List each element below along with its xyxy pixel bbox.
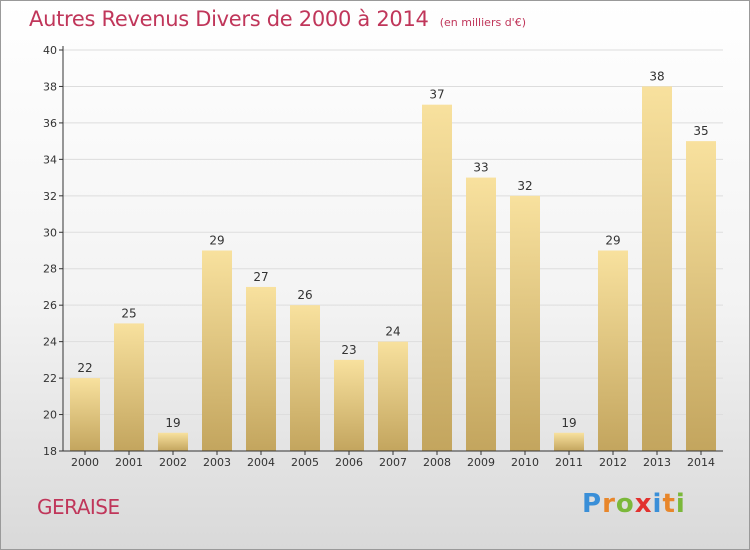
y-tick-label: 20 bbox=[43, 409, 57, 422]
bar bbox=[642, 86, 672, 452]
y-tick-label: 38 bbox=[43, 80, 57, 93]
bar bbox=[334, 359, 364, 451]
data-label: 25 bbox=[121, 306, 136, 320]
y-tick-label: 30 bbox=[43, 226, 57, 239]
y-tick-label: 18 bbox=[43, 445, 57, 458]
logo-letter: i bbox=[652, 489, 663, 519]
x-tick-label: 2009 bbox=[467, 456, 495, 469]
logo-letter: P bbox=[582, 489, 603, 519]
data-label: 35 bbox=[693, 124, 708, 138]
bar bbox=[246, 286, 276, 451]
x-tick-label: 2010 bbox=[511, 456, 539, 469]
y-tick-label: 36 bbox=[43, 117, 57, 130]
y-tick-label: 32 bbox=[43, 190, 57, 203]
x-tick-label: 2004 bbox=[247, 456, 275, 469]
axes bbox=[59, 46, 723, 455]
bar bbox=[70, 378, 100, 451]
data-label: 26 bbox=[297, 288, 312, 302]
y-tick-labels: 18 20 22 24 26 28 30 32 34 36 38 40 bbox=[43, 44, 57, 458]
data-label: 23 bbox=[341, 343, 356, 357]
data-label: 38 bbox=[649, 69, 664, 83]
y-tick-label: 34 bbox=[43, 153, 57, 166]
logo-letter: o bbox=[615, 489, 635, 519]
place-name: GERAISE bbox=[37, 495, 120, 519]
data-label: 19 bbox=[165, 416, 180, 430]
chart-title: Autres Revenus Divers de 2000 à 2014 (en… bbox=[29, 7, 526, 31]
data-label: 29 bbox=[209, 234, 224, 248]
bar bbox=[510, 195, 540, 451]
x-tick-label: 2005 bbox=[291, 456, 319, 469]
bar bbox=[158, 432, 188, 451]
x-tick-label: 2001 bbox=[115, 456, 143, 469]
bar bbox=[466, 177, 496, 451]
data-label: 29 bbox=[605, 234, 620, 248]
title-text: Autres Revenus Divers de 2000 à 2014 bbox=[29, 7, 429, 31]
x-tick-labels: 2000 2001 2002 2003 2004 2005 2006 2007 2008 2009… bbox=[71, 456, 715, 469]
logo-letter: i bbox=[675, 489, 686, 519]
x-tick-label: 2013 bbox=[643, 456, 671, 469]
bar bbox=[114, 323, 144, 451]
logo-letter: x bbox=[634, 489, 653, 519]
data-label: 22 bbox=[77, 361, 92, 375]
x-tick-label: 2006 bbox=[335, 456, 363, 469]
data-label: 19 bbox=[561, 416, 576, 430]
x-tick-label: 2003 bbox=[203, 456, 231, 469]
data-label: 27 bbox=[253, 270, 268, 284]
x-tick-label: 2002 bbox=[159, 456, 187, 469]
y-tick-label: 26 bbox=[43, 299, 57, 312]
bar bbox=[598, 250, 628, 451]
logo-letter: r bbox=[602, 489, 616, 519]
y-tick-label: 40 bbox=[43, 44, 57, 57]
y-tick-label: 22 bbox=[43, 372, 57, 385]
y-tick-label: 24 bbox=[43, 336, 57, 349]
data-label: 32 bbox=[517, 179, 532, 193]
bar bbox=[686, 141, 716, 452]
bar bbox=[378, 341, 408, 451]
x-tick-label: 2011 bbox=[555, 456, 583, 469]
bar bbox=[422, 104, 452, 451]
data-label: 37 bbox=[429, 88, 444, 102]
bar bbox=[202, 250, 232, 451]
bar bbox=[554, 432, 584, 451]
x-tick-label: 2008 bbox=[423, 456, 451, 469]
x-tick-label: 2014 bbox=[687, 456, 715, 469]
proxiti-logo: Proxiti bbox=[582, 489, 686, 519]
bars bbox=[70, 86, 716, 452]
data-label: 24 bbox=[385, 325, 400, 339]
x-tick-label: 2007 bbox=[379, 456, 407, 469]
subtitle-text: (en milliers d'€) bbox=[439, 16, 526, 29]
y-tick-label: 28 bbox=[43, 263, 57, 276]
data-label: 33 bbox=[473, 161, 488, 175]
bar bbox=[290, 305, 320, 451]
data-labels: 22 25 19 29 27 26 23 24 37 33 32 19 29 38 35 bbox=[77, 69, 708, 429]
x-tick-label: 2012 bbox=[599, 456, 627, 469]
x-tick-label: 2000 bbox=[71, 456, 99, 469]
logo-letter: t bbox=[662, 489, 676, 519]
